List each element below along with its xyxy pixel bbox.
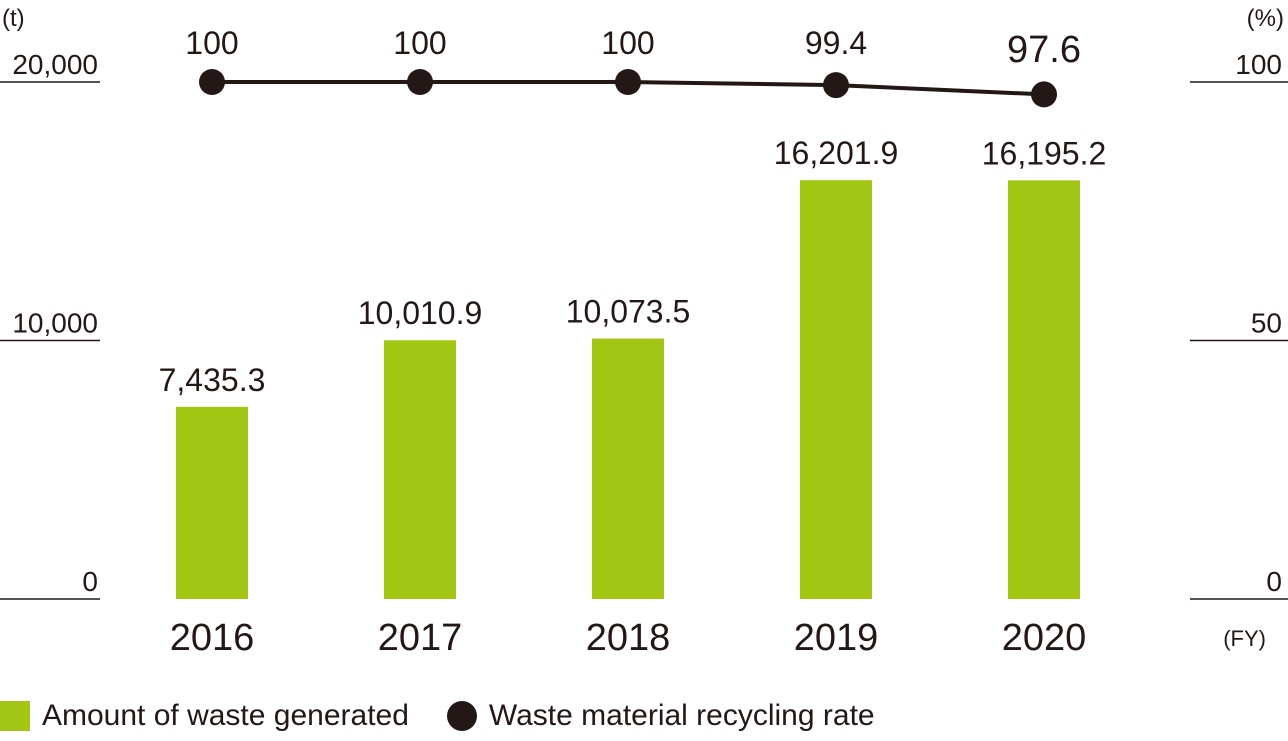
left-axis-tick-label: 0 [82,566,98,597]
right-axis-unit: (%) [1247,5,1284,32]
bar-2018 [592,338,664,599]
bar-2016 [176,406,248,599]
left-axis-tick-label: 20,000 [12,49,98,80]
line-point-2016 [199,69,225,95]
line-point-2017 [407,69,433,95]
legend-swatch-bar [0,701,30,731]
line-value-label: 100 [185,25,238,61]
legend-item-recycling-rate: Waste material recycling rate [446,699,875,733]
x-axis-tick-label: 2018 [586,617,671,659]
x-axis-unit: (FY) [1223,626,1266,651]
line-value-label: 97.6 [1007,29,1081,71]
bar-value-label: 10,073.5 [566,294,691,330]
bar-2017 [384,340,456,599]
line-value-label: 99.4 [805,25,867,61]
bar-2019 [800,180,872,599]
left-axis-unit: (t) [2,5,25,32]
right-axis-tick-label: 50 [1251,308,1282,339]
legend: Amount of waste generated Waste material… [0,696,913,736]
x-axis-tick-label: 2016 [170,617,255,659]
right-axis-tick-label: 100 [1235,49,1282,80]
right-axis-tick-label: 0 [1266,566,1282,597]
legend-label-waste-amount: Amount of waste generated [42,699,409,732]
line-point-2018 [615,69,641,95]
bar-value-label: 10,010.9 [358,295,483,331]
x-axis-tick-label: 2019 [794,617,879,659]
left-axis-tick-label: 10,000 [12,308,98,339]
x-axis-tick-label: 2020 [1002,617,1087,659]
legend-item-waste-amount: Amount of waste generated [0,699,409,733]
bar-value-label: 16,201.9 [774,135,899,171]
line-value-label: 100 [393,25,446,61]
line-point-2020 [1031,81,1057,108]
line-point-2019 [823,72,849,99]
line-value-label: 100 [601,25,654,61]
legend-label-recycling-rate: Waste material recycling rate [488,699,875,732]
bar-value-label: 7,435.3 [159,362,266,398]
bar-2020 [1008,180,1080,600]
legend-swatch-dot [446,701,477,731]
x-axis-tick-label: 2017 [378,617,463,659]
bar-value-label: 16,195.2 [982,135,1107,171]
